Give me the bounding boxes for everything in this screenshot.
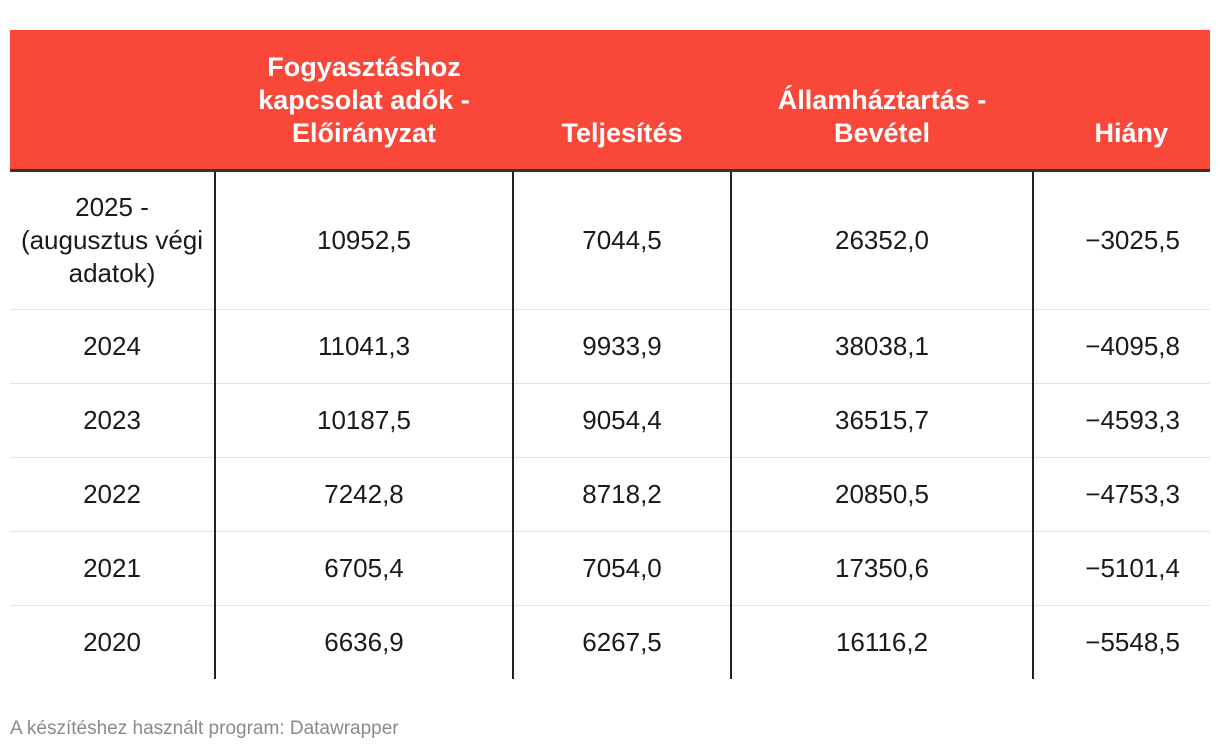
table-row: 2025 - (augusztus végi adatok) 10952,5 7… xyxy=(10,170,1210,310)
data-table-container: Fogyasztáshoz kapcsolat adók - Előirányz… xyxy=(10,30,1210,679)
table-cell-year: 2025 - (augusztus végi adatok) xyxy=(10,170,216,310)
table-cell-year: 2022 xyxy=(10,457,216,532)
table-cell-teljesites: 9933,9 xyxy=(513,309,732,384)
table-cell-bevetel: 16116,2 xyxy=(731,605,1034,679)
table-cell-eloiranyzat: 6705,4 xyxy=(215,531,514,606)
table-cell-teljesites: 7054,0 xyxy=(513,531,732,606)
table-cell-teljesites: 6267,5 xyxy=(513,605,732,679)
table-cell-teljesites: 8718,2 xyxy=(513,457,732,532)
column-header-year xyxy=(10,30,215,172)
table-cell-hiany: −5101,4 xyxy=(1033,531,1210,606)
table-cell-eloiranyzat: 11041,3 xyxy=(215,309,514,384)
table-cell-eloiranyzat: 10187,5 xyxy=(215,383,514,458)
table-cell-year: 2024 xyxy=(10,309,216,384)
source-credit: A készítéshez használt program: Datawrap… xyxy=(10,718,399,739)
table-cell-hiany: −4593,3 xyxy=(1033,383,1210,458)
table-cell-eloiranyzat: 10952,5 xyxy=(215,170,514,310)
table-cell-eloiranyzat: 7242,8 xyxy=(215,457,514,532)
table-row: 2024 11041,3 9933,9 38038,1 −4095,8 xyxy=(10,309,1210,384)
table-cell-bevetel: 26352,0 xyxy=(731,170,1034,310)
table-cell-bevetel: 38038,1 xyxy=(731,309,1034,384)
table-cell-hiany: −3025,5 xyxy=(1033,170,1210,310)
column-header-teljesites: Teljesítés xyxy=(513,30,731,172)
column-header-hiany: Hiány xyxy=(1033,30,1210,172)
column-header-eloiranyzat: Fogyasztáshoz kapcsolat adók - Előirányz… xyxy=(215,30,513,172)
table-cell-eloiranyzat: 6636,9 xyxy=(215,605,514,679)
table-cell-bevetel: 17350,6 xyxy=(731,531,1034,606)
table-cell-hiany: −4753,3 xyxy=(1033,457,1210,532)
header-row: Fogyasztáshoz kapcsolat adók - Előirányz… xyxy=(10,30,1210,172)
table-cell-bevetel: 36515,7 xyxy=(731,383,1034,458)
table-cell-year: 2023 xyxy=(10,383,216,458)
table-row: 2023 10187,5 9054,4 36515,7 −4593,3 xyxy=(10,383,1210,458)
table-row: 2021 6705,4 7054,0 17350,6 −5101,4 xyxy=(10,531,1210,606)
table-row: 2020 6636,9 6267,5 16116,2 −5548,5 xyxy=(10,605,1210,679)
table-row: 2022 7242,8 8718,2 20850,5 −4753,3 xyxy=(10,457,1210,532)
table-cell-hiany: −4095,8 xyxy=(1033,309,1210,384)
table-cell-teljesites: 7044,5 xyxy=(513,170,732,310)
table-cell-year: 2021 xyxy=(10,531,216,606)
data-table: Fogyasztáshoz kapcsolat adók - Előirányz… xyxy=(10,30,1210,679)
table-header: Fogyasztáshoz kapcsolat adók - Előirányz… xyxy=(10,30,1210,172)
table-cell-bevetel: 20850,5 xyxy=(731,457,1034,532)
table-cell-teljesites: 9054,4 xyxy=(513,383,732,458)
table-cell-year: 2020 xyxy=(10,605,216,679)
column-header-bevetel: Államháztartás - Bevétel xyxy=(731,30,1033,172)
table-cell-hiany: −5548,5 xyxy=(1085,626,1180,657)
table-body: 2025 - (augusztus végi adatok) 10952,5 7… xyxy=(10,170,1210,679)
